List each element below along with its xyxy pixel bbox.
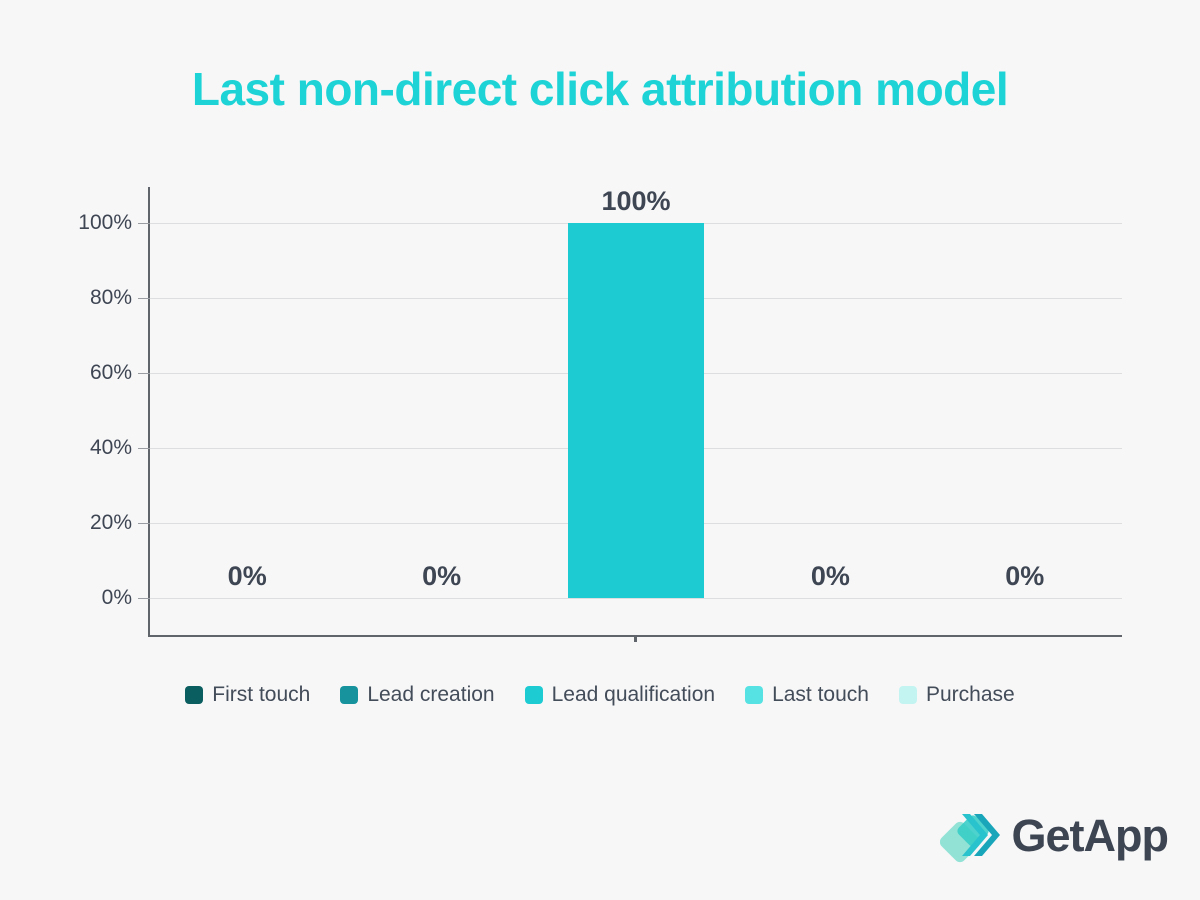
y-axis-tick-0%: [138, 598, 150, 599]
value-label-lead-creation: 0%: [422, 561, 462, 591]
legend-item-purchase: Purchase: [898, 683, 1015, 707]
legend-swatch-last-touch: [745, 686, 764, 704]
y-axis-label-40%: 40%: [89, 436, 132, 459]
y-axis-label-0%: 0%: [101, 586, 132, 609]
legend-label-last-touch: Last touch: [772, 683, 869, 706]
legend-swatch-lead-qualification: [524, 686, 543, 704]
plot-area: 0% 20% 40% 60% 80% 100% 0% 0% 100% 0% 0%: [78, 186, 1122, 642]
legend-item-lead-creation: Lead creation: [340, 683, 495, 707]
y-axis-tick-20%: [138, 523, 150, 524]
value-label-lead-qualification: 100%: [601, 186, 671, 216]
legend-item-lead-qualification: Lead qualification: [524, 683, 716, 707]
y-axis-label-60%: 60%: [89, 361, 132, 384]
legend-item-first-touch: First touch: [185, 683, 310, 707]
y-axis-tick-80%: [138, 298, 150, 299]
y-axis-label-80%: 80%: [89, 286, 132, 309]
getapp-logo: GetApp: [939, 806, 1169, 864]
legend-label-lead-qualification: Lead qualification: [551, 683, 716, 706]
legend-swatch-lead-creation: [340, 686, 359, 704]
value-label-last-touch: 0%: [810, 561, 850, 591]
legend-label-lead-creation: Lead creation: [367, 683, 495, 706]
legend: First touch Lead creation Lead qualificati…: [0, 683, 1200, 707]
legend-swatch-purchase: [898, 686, 917, 704]
legend-label-purchase: Purchase: [925, 683, 1015, 706]
legend-label-first-touch: First touch: [212, 683, 311, 706]
bar-lead-qualification: [568, 223, 704, 598]
y-axis-tick-100%: [138, 223, 150, 224]
value-label-first-touch: 0%: [227, 561, 267, 591]
y-axis-tick-60%: [138, 373, 150, 374]
getapp-logo-text: GetApp: [1011, 809, 1169, 861]
y-axis-tick-40%: [138, 448, 150, 449]
y-axis-label-100%: 100%: [78, 211, 132, 234]
legend-item-last-touch: Last touch: [745, 683, 869, 707]
getapp-diamonds-chevrons-icon: [939, 814, 1000, 863]
value-label-purchase: 0%: [1005, 561, 1045, 591]
legend-swatch-first-touch: [185, 686, 204, 704]
gridline-0%: [150, 598, 1122, 599]
chart-title: Last non-direct click attribution model: [191, 63, 1009, 115]
x-axis-tick: [634, 635, 637, 642]
y-axis-label-20%: 20%: [89, 511, 132, 534]
